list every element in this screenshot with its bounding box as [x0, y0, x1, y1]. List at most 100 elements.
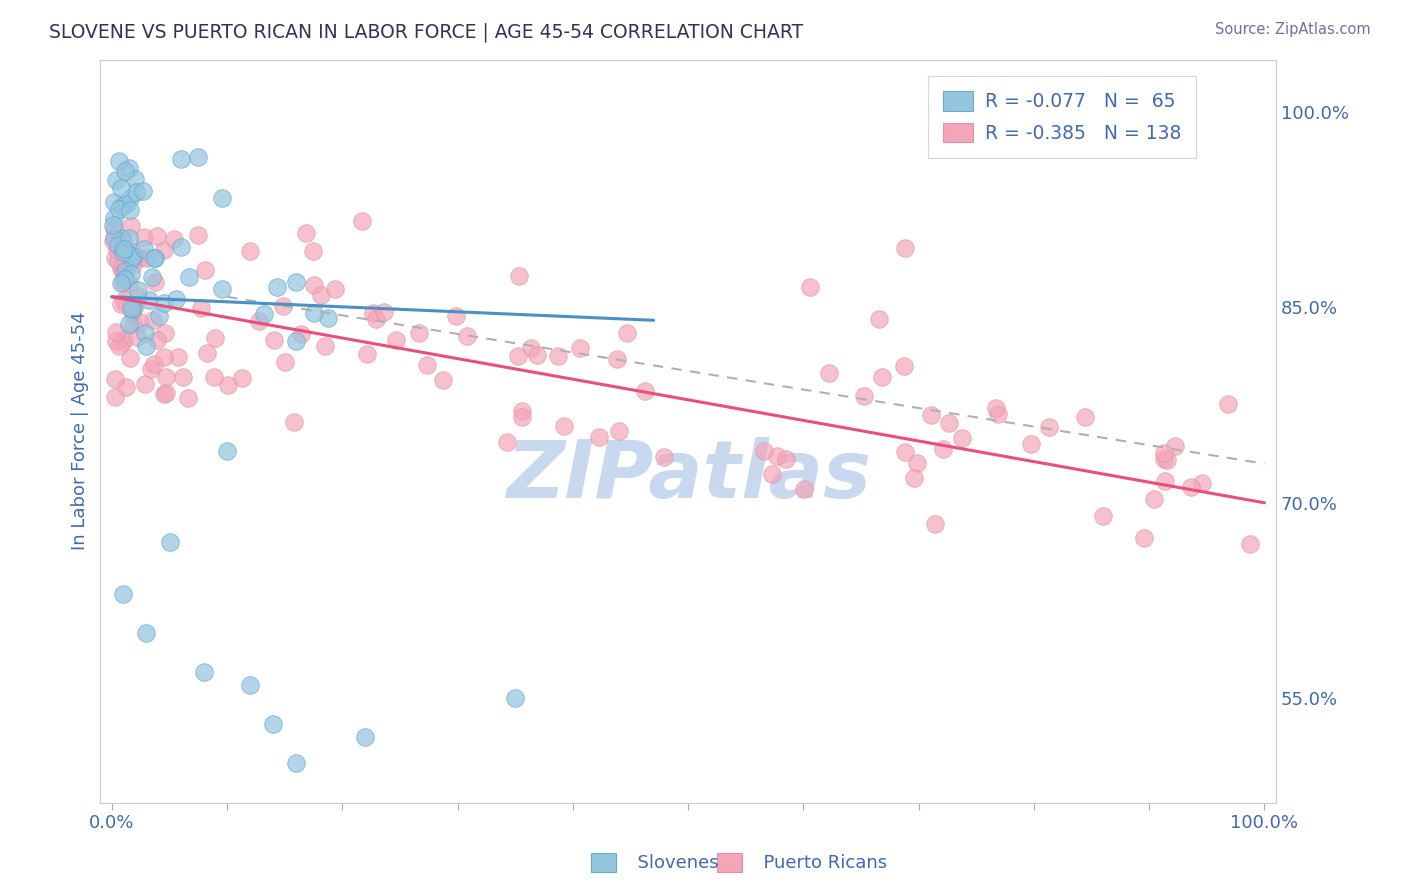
Point	[984, 401, 1007, 415]
Point	[444, 309, 467, 323]
Point	[101, 234, 124, 248]
Point	[195, 346, 218, 360]
Point	[145, 251, 167, 265]
Point	[153, 296, 176, 310]
Point	[285, 334, 308, 348]
Point	[432, 373, 454, 387]
Point	[1191, 476, 1213, 491]
Point	[114, 263, 136, 277]
Point	[920, 409, 942, 423]
Point	[868, 312, 890, 326]
Point	[1074, 410, 1097, 425]
Point	[274, 355, 297, 369]
Point	[817, 366, 839, 380]
Point	[194, 263, 217, 277]
Point	[112, 332, 135, 346]
Point	[120, 267, 142, 281]
Point	[547, 349, 569, 363]
Point	[302, 306, 325, 320]
Point	[503, 691, 526, 706]
Point	[111, 259, 134, 273]
Point	[120, 351, 142, 365]
Point	[1092, 509, 1115, 524]
Point	[163, 232, 186, 246]
Point	[117, 161, 139, 175]
Point	[1153, 452, 1175, 467]
Point	[283, 415, 305, 429]
Point	[114, 271, 136, 285]
Point	[190, 301, 212, 316]
Point	[1239, 537, 1261, 551]
Point	[775, 452, 797, 467]
Point	[893, 359, 915, 374]
Point	[134, 377, 156, 392]
Point	[987, 407, 1010, 421]
Point	[510, 403, 533, 417]
Point	[568, 341, 591, 355]
Point	[110, 276, 132, 290]
Point	[105, 325, 128, 339]
Point	[938, 416, 960, 430]
Point	[894, 444, 917, 458]
Point	[607, 424, 630, 438]
Point	[112, 334, 135, 349]
Point	[754, 443, 776, 458]
Point	[1163, 439, 1185, 453]
Point	[170, 240, 193, 254]
Point	[415, 358, 437, 372]
Point	[1133, 531, 1156, 545]
Point	[506, 349, 529, 363]
Point	[107, 202, 129, 216]
Point	[239, 678, 262, 692]
Point	[135, 626, 157, 640]
Point	[103, 195, 125, 210]
Point	[141, 362, 163, 376]
Point	[153, 243, 176, 257]
Point	[121, 252, 143, 267]
Point	[253, 306, 276, 320]
Point	[302, 244, 325, 259]
Point	[134, 229, 156, 244]
Point	[167, 350, 190, 364]
Point	[103, 222, 125, 236]
Point	[870, 370, 893, 384]
Point	[364, 311, 387, 326]
Point	[456, 329, 478, 343]
Point	[302, 277, 325, 292]
Point	[121, 317, 143, 331]
Point	[121, 248, 143, 262]
Point	[652, 450, 675, 464]
Point	[903, 471, 925, 485]
Point	[118, 203, 141, 218]
Legend: R = -0.077   N =  65, R = -0.385   N = 138: R = -0.077 N = 65, R = -0.385 N = 138	[928, 77, 1197, 158]
Point	[262, 717, 284, 731]
Text: SLOVENE VS PUERTO RICAN IN LABOR FORCE | AGE 45-54 CORRELATION CHART: SLOVENE VS PUERTO RICAN IN LABOR FORCE |…	[49, 22, 803, 42]
Point	[354, 731, 377, 745]
Point	[155, 385, 177, 400]
Point	[146, 333, 169, 347]
Point	[111, 199, 134, 213]
Point	[385, 333, 408, 347]
Point	[118, 191, 141, 205]
Point	[588, 430, 610, 444]
Point	[110, 261, 132, 276]
Point	[905, 456, 928, 470]
Point	[118, 317, 141, 331]
Point	[526, 348, 548, 362]
Text: Source: ZipAtlas.com: Source: ZipAtlas.com	[1215, 22, 1371, 37]
Point	[136, 251, 159, 265]
Point	[104, 334, 127, 348]
Point	[121, 305, 143, 319]
Text: Slovenes: Slovenes	[626, 855, 718, 872]
Point	[193, 665, 215, 680]
Point	[950, 431, 973, 445]
Y-axis label: In Labor Force | Age 45-54: In Labor Force | Age 45-54	[72, 312, 89, 550]
Point	[120, 219, 142, 234]
Point	[105, 242, 128, 256]
Point	[132, 184, 155, 198]
Point	[295, 226, 318, 240]
Point	[153, 326, 176, 340]
Point	[108, 338, 131, 352]
Point	[159, 535, 181, 549]
Point	[285, 756, 308, 771]
